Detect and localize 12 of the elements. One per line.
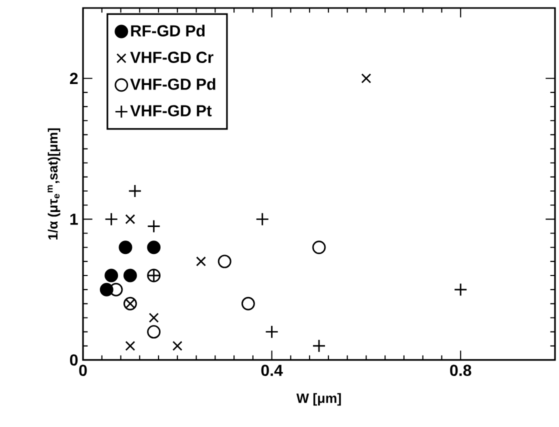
y-axis-title: 1/α (μτ$_{e}$$^{m}$,sat)[μm]: [48, 128, 60, 240]
x-axis-title: W [μm]: [296, 393, 341, 406]
y-tick-label: 0: [70, 354, 78, 366]
legend-label: VHF-GD Pt: [130, 105, 212, 116]
x-tick-label: 0.4: [261, 364, 283, 376]
legend-label: RF-GD Pd: [131, 24, 205, 36]
legend-label: VHF-GD Cr: [130, 52, 214, 63]
y-tick-label: 2: [70, 72, 78, 84]
y-tick-label: 1: [70, 214, 78, 225]
x-tick-label: 0: [79, 364, 87, 376]
x-tick-label: 0.8: [450, 364, 472, 376]
legend-label: VHF-GD Pd: [130, 78, 216, 90]
